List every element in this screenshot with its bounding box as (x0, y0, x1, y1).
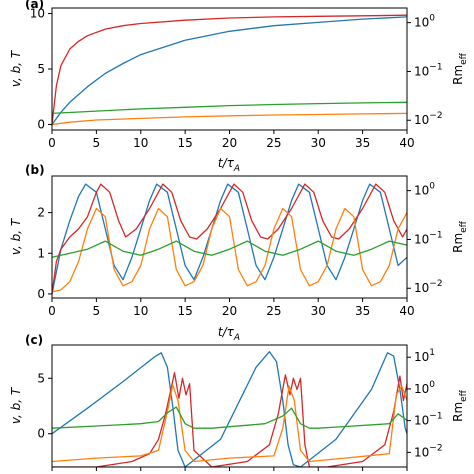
panel-c-plot (52, 351, 407, 467)
x-tick-label: 30 (311, 136, 326, 150)
x-tick-label: 25 (266, 304, 281, 318)
y-tick-label: 5 (37, 371, 45, 385)
x-tick-label: 40 (399, 136, 414, 150)
x-tick-label: 10 (133, 136, 148, 150)
y-tick-label: 10 (30, 7, 45, 21)
right-tick-label: 10−1 (414, 230, 443, 246)
panel-b-y-ticks: 0 1 2 (37, 206, 52, 301)
x-tick-label: 15 (177, 136, 192, 150)
x-tick-label: 20 (222, 136, 237, 150)
right-tick-label: 10−2 (414, 279, 443, 295)
panel-c-frame (51, 344, 408, 468)
x-tick-label: 35 (355, 136, 370, 150)
right-tick-label: 100 (414, 380, 435, 396)
panel-a: (a) 0 5 10 0 5 10 15 20 25 30 35 40 100 10−1 10−2 v,… (9, 0, 469, 174)
panel-c-ylabel-right: Rmeff (451, 389, 469, 422)
right-tick-label: 10−1 (414, 412, 443, 428)
panel-c-x-ticks (51, 467, 408, 471)
y-tick-label: 0 (37, 427, 45, 441)
y-tick-label: 5 (37, 62, 45, 76)
x-tick-label: 20 (222, 304, 237, 318)
series-line-3 (52, 207, 407, 293)
x-tick-label: 35 (355, 304, 370, 318)
panel-a-ylabel: v, b, T (9, 49, 23, 87)
y-tick-label: 0 (37, 287, 45, 301)
panel-a-y-ticks: 0 5 10 (30, 7, 52, 131)
series-line-3 (52, 101, 407, 115)
panel-b-ylabel: v, b, T (9, 217, 23, 255)
right-tick-label: 10−2 (414, 111, 443, 127)
series-line-4 (52, 112, 407, 126)
series-line-2 (52, 183, 407, 294)
panel-b-right-ticks: 100 10−1 10−2 (407, 182, 443, 295)
panel-a-x-ticks: 0 5 10 15 20 25 30 35 40 (48, 130, 415, 150)
panel-b-label: (b) (25, 163, 45, 177)
panel-c-y-ticks: 05 (37, 371, 52, 441)
x-tick-label: 5 (93, 136, 101, 150)
x-tick-label: 30 (311, 304, 326, 318)
right-tick-label: 101 (414, 348, 435, 364)
panel-a-xlabel: t/τA (218, 156, 240, 174)
x-tick-label: 10 (133, 304, 148, 318)
x-tick-label: 0 (48, 136, 56, 150)
series-line-2 (52, 16, 407, 125)
panel-b-frame (51, 175, 408, 299)
right-tick-label: 100 (414, 14, 435, 30)
panel-a-right-ticks: 100 10−1 10−2 (407, 14, 443, 127)
x-tick-label: 5 (93, 304, 101, 318)
panel-a-frame (51, 7, 408, 131)
right-tick-label: 10−2 (414, 443, 443, 459)
panel-c-ylabel: v, b, T (9, 386, 23, 424)
right-tick-label: 100 (414, 182, 435, 198)
series-line-3 (52, 384, 407, 463)
y-tick-label: 1 (37, 246, 45, 260)
panel-c-right-ticks: 101 100 10−1 10−2 (407, 348, 443, 459)
series-line-4 (52, 406, 407, 429)
panel-c-label: (c) (25, 333, 43, 347)
right-tick-label: 10−1 (414, 62, 443, 78)
y-tick-label: 2 (37, 206, 45, 220)
panel-a-label: (a) (25, 0, 44, 11)
panel-b-xlabel: t/τA (218, 325, 240, 343)
x-tick-label: 40 (399, 304, 414, 318)
x-tick-label: 25 (266, 136, 281, 150)
panel-b-x-ticks: 0 5 10 15 20 25 30 35 40 (48, 298, 415, 318)
panel-b-plot (52, 183, 407, 295)
series-line-1 (52, 183, 407, 295)
series-line-1 (52, 351, 407, 467)
x-tick-label: 15 (177, 304, 192, 318)
x-tick-label: 0 (48, 304, 56, 318)
panel-b: (b) 0 1 2 0 5 10 15 20 25 30 35 40 100 10−1 10−2 v, … (9, 163, 469, 343)
panel-a-plot (52, 14, 407, 126)
series-line-1 (52, 14, 407, 125)
series-line-4 (52, 240, 407, 258)
panel-a-ylabel-right: Rmeff (451, 52, 469, 85)
panel-b-ylabel-right: Rmeff (451, 220, 469, 253)
y-tick-label: 0 (37, 117, 45, 131)
